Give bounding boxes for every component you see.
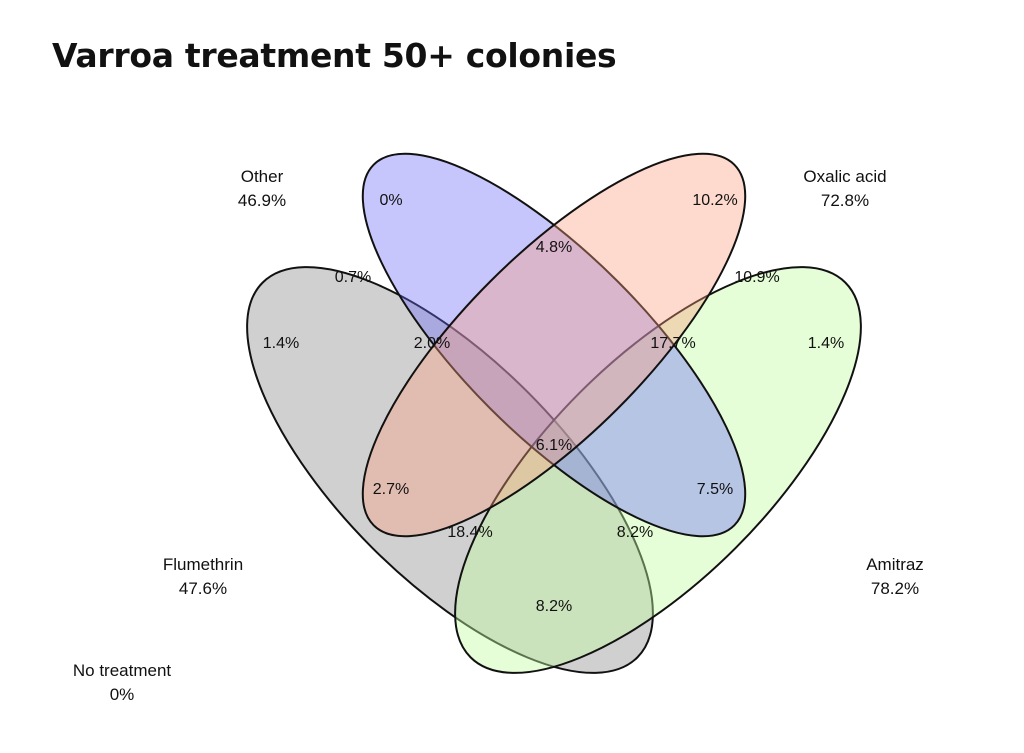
set-label-flumethrin: Flumethrin	[163, 555, 243, 574]
set-percent-amitraz: 78.2%	[871, 579, 919, 598]
region-all-four: 6.1%	[536, 437, 572, 454]
region-other-oxalic-flumethrin: 2.0%	[414, 335, 450, 352]
region-other-flumethrin-amitraz: 8.2%	[617, 524, 653, 541]
region-amitraz-only: 1.4%	[808, 335, 844, 352]
set-percent-flumethrin: 47.6%	[179, 579, 227, 598]
ellipse-amitraz	[454, 266, 862, 674]
set-percent-other: 46.9%	[238, 191, 286, 210]
ellipse-other	[361, 152, 747, 538]
region-flumethrin-amitraz: 8.2%	[536, 598, 572, 615]
ellipse-oxalic-acid	[361, 152, 747, 538]
set-label-other: Other	[241, 167, 284, 186]
region-other-oxalic: 4.8%	[536, 239, 572, 256]
region-other-amitraz: 7.5%	[697, 481, 733, 498]
set-label-amitraz: Amitraz	[866, 555, 924, 574]
region-oxalic-only: 10.2%	[692, 192, 737, 209]
region-oxalic-flumethrin: 2.7%	[373, 481, 409, 498]
region-other-flumethrin: 0.7%	[335, 269, 371, 286]
set-percent-oxalic-acid: 72.8%	[821, 191, 869, 210]
no-treatment-label: No treatment	[73, 661, 172, 680]
no-treatment-percent: 0%	[110, 685, 135, 704]
region-oxalic-flumethrin-amitraz: 18.4%	[447, 524, 492, 541]
region-other-oxalic-amitraz: 17.7%	[650, 335, 695, 352]
ellipse-flumethrin	[246, 266, 654, 674]
chart-title: Varroa treatment 50+ colonies	[52, 36, 617, 75]
region-other-only: 0%	[379, 192, 402, 209]
region-oxalic-amitraz: 10.9%	[734, 269, 779, 286]
set-label-oxalic-acid: Oxalic acid	[803, 167, 886, 186]
region-flumethrin-only: 1.4%	[263, 335, 299, 352]
